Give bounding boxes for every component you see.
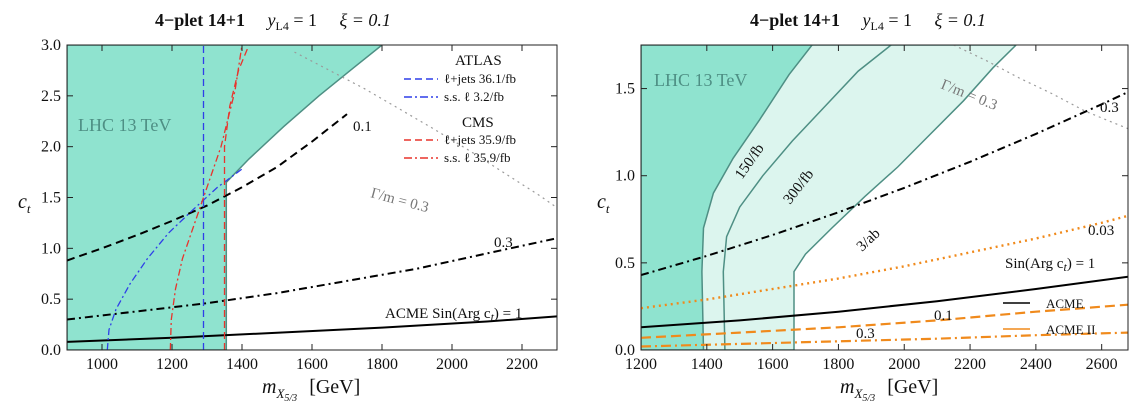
right-xtick-label: 1600 bbox=[757, 356, 789, 373]
left-label-c03: 0.3 bbox=[494, 235, 513, 251]
left-ytick-label: 1.5 bbox=[41, 190, 61, 207]
left-label-acme: ACME Sin(Arg ct) = 1 bbox=[385, 306, 522, 324]
right-legend: ACME ACME II bbox=[1003, 296, 1095, 337]
right-label-sin: Sin(Arg ct) = 1 bbox=[1005, 256, 1095, 274]
right-xtick-label: 1200 bbox=[625, 356, 657, 373]
right-plot-area bbox=[641, 45, 1128, 350]
left-legend: ATLAS ℓ+jets 36.1/fb s.s. ℓ 3.2/fb CMS ℓ… bbox=[404, 53, 516, 165]
right-line-o03 bbox=[641, 331, 1128, 348]
left-line-c03 bbox=[67, 237, 557, 321]
left-xtick-label: 2200 bbox=[506, 356, 538, 373]
legend-cms-lj-label: ℓ+jets 35.9/fb bbox=[444, 132, 516, 147]
left-line-atlas_ss bbox=[106, 168, 243, 350]
right-label-3ab: 3/ab bbox=[854, 226, 884, 255]
left-xtick-label: 2000 bbox=[436, 356, 468, 373]
left-region-label: LHC 13 TeV bbox=[78, 115, 171, 135]
left-line-gamma bbox=[294, 51, 557, 209]
right-ytick-label: 0.0 bbox=[615, 342, 635, 359]
left-label-c01: 0.1 bbox=[353, 119, 372, 135]
right-title: 4−plet 14+1 yL4 = 1 ξ = 0.1 bbox=[750, 10, 986, 33]
right-label-black-03: 0.3 bbox=[1100, 100, 1119, 116]
left-line-cms_ss bbox=[169, 45, 243, 350]
right-xtick-label: 2400 bbox=[1020, 356, 1052, 373]
right-xtick-label: 2200 bbox=[954, 356, 986, 373]
legend-acme-label: ACME bbox=[1046, 296, 1084, 311]
right-frame bbox=[640, 44, 1129, 351]
right-line-gamma bbox=[953, 45, 1128, 130]
left-xtick-label: 1600 bbox=[296, 356, 328, 373]
right-xtick-label: 1800 bbox=[822, 356, 854, 373]
right-xtick-label: 1400 bbox=[691, 356, 723, 373]
left-line-acme bbox=[67, 315, 557, 343]
right-xtick-label: 2000 bbox=[888, 356, 920, 373]
left-ytick-label: 2.5 bbox=[41, 88, 61, 105]
right-region-label: LHC 13 TeV bbox=[654, 70, 747, 90]
right-ytick-label: 1.5 bbox=[615, 81, 635, 98]
left-ytick-label: 1.0 bbox=[41, 240, 61, 257]
right-line-o01 bbox=[641, 303, 1128, 339]
right-region-r150 bbox=[641, 45, 814, 350]
left-line-cms_lj bbox=[223, 45, 250, 350]
right-xtick-label: 2600 bbox=[1086, 356, 1118, 373]
right-label-003: 0.03 bbox=[1088, 223, 1114, 239]
left-xtick-label: 1800 bbox=[366, 356, 398, 373]
right-ylabel: ct bbox=[597, 191, 610, 216]
left-axes: 1000 1200 1400 1600 1800 2000 2200 0.0 0.5 1.0 1.5… bbox=[41, 37, 557, 373]
left-chart: 1000 1200 1400 1600 1800 2000 2200 0.0 0.5 1.0 1.5… bbox=[18, 10, 558, 401]
legend-atlas-lj-label: ℓ+jets 36.1/fb bbox=[444, 71, 516, 86]
right-line-black03 bbox=[641, 91, 1128, 277]
right-label-01: 0.1 bbox=[934, 308, 953, 324]
left-xlabel: mX5/3[GeV] bbox=[262, 376, 360, 401]
legend-cms-ss-label: s.s. ℓ 35.9/fb bbox=[444, 150, 511, 165]
left-ytick-label: 0.0 bbox=[41, 342, 61, 359]
right-line-acme bbox=[641, 275, 1128, 329]
right-axes: 1200 1400 1600 1800 2000 2200 2400 2600 0.0 0.5 1.… bbox=[615, 45, 1128, 373]
left-xtick-label: 1000 bbox=[86, 356, 118, 373]
left-plot-area bbox=[67, 45, 557, 350]
right-ytick-label: 0.5 bbox=[615, 255, 635, 272]
left-ylabel: ct bbox=[18, 191, 31, 216]
left-xtick-label: 1200 bbox=[156, 356, 188, 373]
legend-acme2-label: ACME II bbox=[1046, 322, 1095, 337]
left-ytick-label: 2.0 bbox=[41, 139, 61, 156]
left-title: 4−plet 14+1 yL4 = 1 ξ = 0.1 bbox=[155, 10, 391, 33]
legend-atlas-ss-label: s.s. ℓ 3.2/fb bbox=[444, 89, 504, 104]
left-label-gamma: Γ/m = 0.3 bbox=[369, 185, 430, 216]
right-ytick-label: 1.0 bbox=[615, 168, 635, 185]
left-xtick-label: 1400 bbox=[226, 356, 258, 373]
right-label-03: 0.3 bbox=[856, 326, 875, 342]
left-line-c01 bbox=[67, 113, 348, 262]
left-ytick-label: 3.0 bbox=[41, 37, 61, 54]
right-chart: 1200 1400 1600 1800 2000 2200 2400 2600 0.0 0.5 1.… bbox=[597, 10, 1129, 401]
right-xlabel: mX5/3[GeV] bbox=[840, 376, 938, 401]
legend-atlas-title: ATLAS bbox=[455, 53, 502, 69]
legend-cms-title: CMS bbox=[462, 115, 494, 131]
left-ytick-label: 0.5 bbox=[41, 291, 61, 308]
